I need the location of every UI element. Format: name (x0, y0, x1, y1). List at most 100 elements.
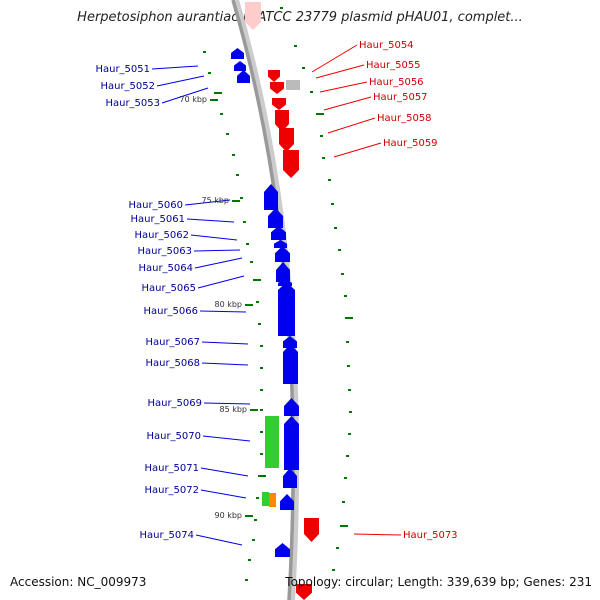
gc-dot (302, 67, 305, 69)
gene-label: Haur_5067 (145, 337, 200, 348)
tick-mark (232, 200, 240, 202)
gc-dot (253, 279, 261, 281)
leader-line (327, 117, 376, 134)
gc-dot (344, 295, 347, 297)
gene-label: Haur_5058 (377, 113, 432, 124)
gene-arrow-forward (275, 543, 290, 557)
gene-arrow-reverse (275, 110, 289, 132)
gene-label: Haur_5063 (137, 246, 192, 257)
leader-line (190, 234, 238, 241)
gene-features (231, 2, 319, 600)
gc-dot (258, 475, 266, 477)
gene-label: Haur_5070 (146, 431, 201, 442)
gene-label: Haur_5074 (139, 530, 194, 541)
gc-dot (226, 133, 229, 135)
gc-dot (246, 243, 249, 245)
gene-arrow-forward (278, 282, 295, 336)
gc-dot (260, 431, 263, 433)
gc-dot (342, 501, 345, 503)
gene-arrow-forward (284, 398, 299, 416)
leader-line (353, 533, 402, 536)
kbp-tick-label: 85 kbp (219, 405, 247, 414)
gc-dot (338, 249, 341, 251)
gc-dot (346, 341, 349, 343)
gene-label: Haur_5068 (145, 358, 200, 369)
leader-line (333, 142, 382, 158)
gc-dot (232, 154, 235, 156)
gc-dot (294, 45, 297, 47)
leader-line (201, 341, 249, 345)
kbp-tick-label: 80 kbp (214, 300, 242, 309)
gc-dot (260, 453, 263, 455)
gc-dot (254, 519, 257, 521)
leader-line (315, 64, 365, 79)
gene-unknown (286, 80, 300, 90)
gc-dot (349, 411, 352, 413)
gene-label: Haur_5052 (100, 81, 155, 92)
gene-label: Haur_5061 (130, 214, 185, 225)
gene-other (269, 493, 276, 507)
gene-label: Haur_5071 (144, 463, 199, 474)
kbp-tick-label: 70 kbp (179, 95, 207, 104)
gene-arrow-reverse (268, 70, 280, 82)
gene-arrow-reverse (304, 518, 319, 542)
gene-arrow-forward (275, 246, 290, 262)
leader-line (161, 87, 209, 104)
leader-line (194, 257, 243, 269)
gene-label: Haur_5065 (141, 283, 196, 294)
gc-dot (341, 273, 344, 275)
leader-line (197, 275, 245, 289)
map-title: Herpetosiphon aurantiacus ATCC 23779 pla… (77, 10, 523, 25)
leader-line (319, 81, 368, 93)
gc-dot (348, 433, 351, 435)
gene-label: Haur_5064 (138, 263, 193, 274)
gene-rna (265, 416, 279, 468)
gc-dot (252, 539, 255, 541)
gc-dot (340, 525, 348, 527)
gc-dot (245, 579, 248, 581)
gc-dot (346, 455, 349, 457)
leader-line (186, 218, 235, 223)
gene-arrow-forward (237, 70, 250, 83)
gc-dot (280, 7, 283, 9)
gene-arrow-forward (276, 262, 290, 282)
gc-dot (332, 569, 335, 571)
gene-label: Haur_5057 (373, 92, 428, 103)
gene-arrow-forward (264, 184, 278, 210)
leader-line (202, 435, 251, 442)
summary-text: Topology: circular; Length: 339,639 bp; … (285, 575, 592, 589)
gc-dot (243, 221, 246, 223)
accession-text: Accession: NC_009973 (10, 575, 147, 589)
gc-dot (236, 174, 239, 176)
gene-arrow-forward (268, 208, 283, 228)
kbp-ticks: 70 kbp 75 kbp 80 kbp 85 kbp 90 kbp (179, 95, 258, 520)
gc-dot (240, 197, 243, 199)
gene-arrow-forward (231, 48, 244, 59)
gene-labels: Haur_5051 Haur_5052 Haur_5053 Haur_5060 Haur… (95, 40, 457, 541)
gc-content-dots (203, 3, 353, 581)
gene-arrow-forward (274, 240, 287, 248)
gc-dot (336, 547, 339, 549)
gene-arrow-forward (234, 61, 246, 71)
gc-dot (344, 477, 347, 479)
gc-dot (256, 301, 259, 303)
gc-dot (260, 367, 263, 369)
gc-dot (310, 91, 313, 93)
leader-line (200, 467, 249, 477)
tick-mark (250, 409, 258, 411)
gene-arrow-reverse (245, 2, 261, 30)
gc-dot (331, 203, 334, 205)
tick-mark (245, 515, 253, 517)
gene-arrow-reverse (272, 98, 286, 110)
gene-label: Haur_5059 (383, 138, 438, 149)
leader-line (203, 402, 251, 405)
tick-mark (210, 99, 218, 101)
leader-line (311, 44, 358, 73)
kbp-tick-label: 75 kbp (201, 196, 229, 205)
gc-dot (348, 389, 351, 391)
gc-dot (345, 317, 353, 319)
gc-dot (208, 72, 211, 74)
gene-label: Haur_5069 (147, 398, 202, 409)
gene-label: Haur_5062 (134, 230, 189, 241)
